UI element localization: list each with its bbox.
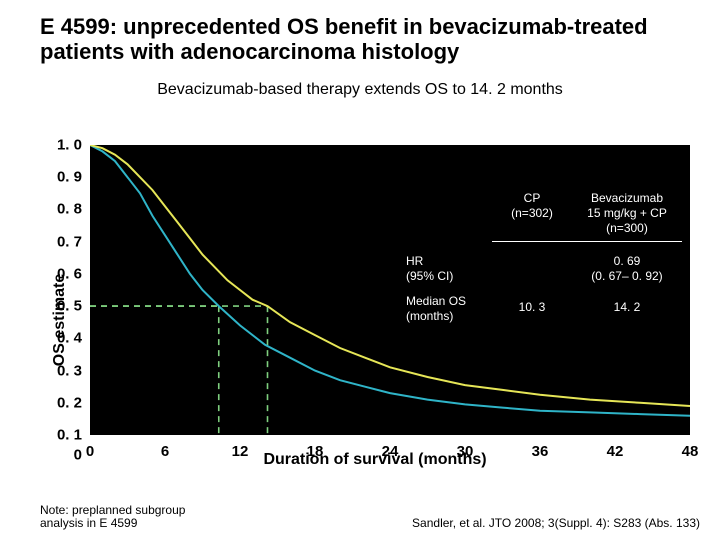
median-label: 14. 2 <box>251 413 284 430</box>
y-tick: 0. 7 <box>22 233 82 250</box>
anno-row-label: HR (95% CI) <box>406 254 492 284</box>
y-tick: 0. 2 <box>22 394 82 411</box>
slide-title: E 4599: unprecedented OS benefit in beva… <box>0 0 720 69</box>
km-chart: OS estimate 1. 00. 90. 80. 70. 60. 50. 4… <box>60 145 690 495</box>
anno-row-cp: 10. 3 <box>492 294 572 324</box>
anno-row-cp <box>492 254 572 284</box>
y-tick: 0. 5 <box>22 298 82 315</box>
y-tick: 0. 1 <box>22 427 82 444</box>
y-tick: 0. 6 <box>22 265 82 282</box>
anno-row-bev: 0. 69 (0. 67– 0. 92) <box>572 254 682 284</box>
anno-row-bev: 14. 2 <box>572 294 682 324</box>
citation: Sandler, et al. JTO 2008; 3(Suppl. 4): S… <box>412 516 700 530</box>
y-axis-label: OS estimate <box>51 274 69 366</box>
anno-header-bev: Bevacizumab 15 mg/kg + CP (n=300) <box>572 191 682 236</box>
y-tick: 0. 3 <box>22 362 82 379</box>
slide-subtitle: Bevacizumab-based therapy extends OS to … <box>0 69 720 103</box>
y-tick: 0. 9 <box>22 169 82 186</box>
y-tick: 0. 8 <box>22 201 82 218</box>
y-tick: 0. 4 <box>22 330 82 347</box>
footnote: Note: preplanned subgroup analysis in E … <box>40 504 185 530</box>
x-axis-label: Duration of survival (months) <box>60 451 690 469</box>
anno-row-label: Median OS (months) <box>406 294 492 324</box>
median-label: 10. 3 <box>202 413 235 430</box>
slide: E 4599: unprecedented OS benefit in beva… <box>0 0 720 540</box>
anno-header-cp: CP (n=302) <box>492 191 572 236</box>
annotation-table: CP (n=302) Bevacizumab 15 mg/kg + CP (n=… <box>406 191 682 324</box>
plot-area: CP (n=302) Bevacizumab 15 mg/kg + CP (n=… <box>90 145 690 435</box>
y-tick: 1. 0 <box>22 137 82 154</box>
